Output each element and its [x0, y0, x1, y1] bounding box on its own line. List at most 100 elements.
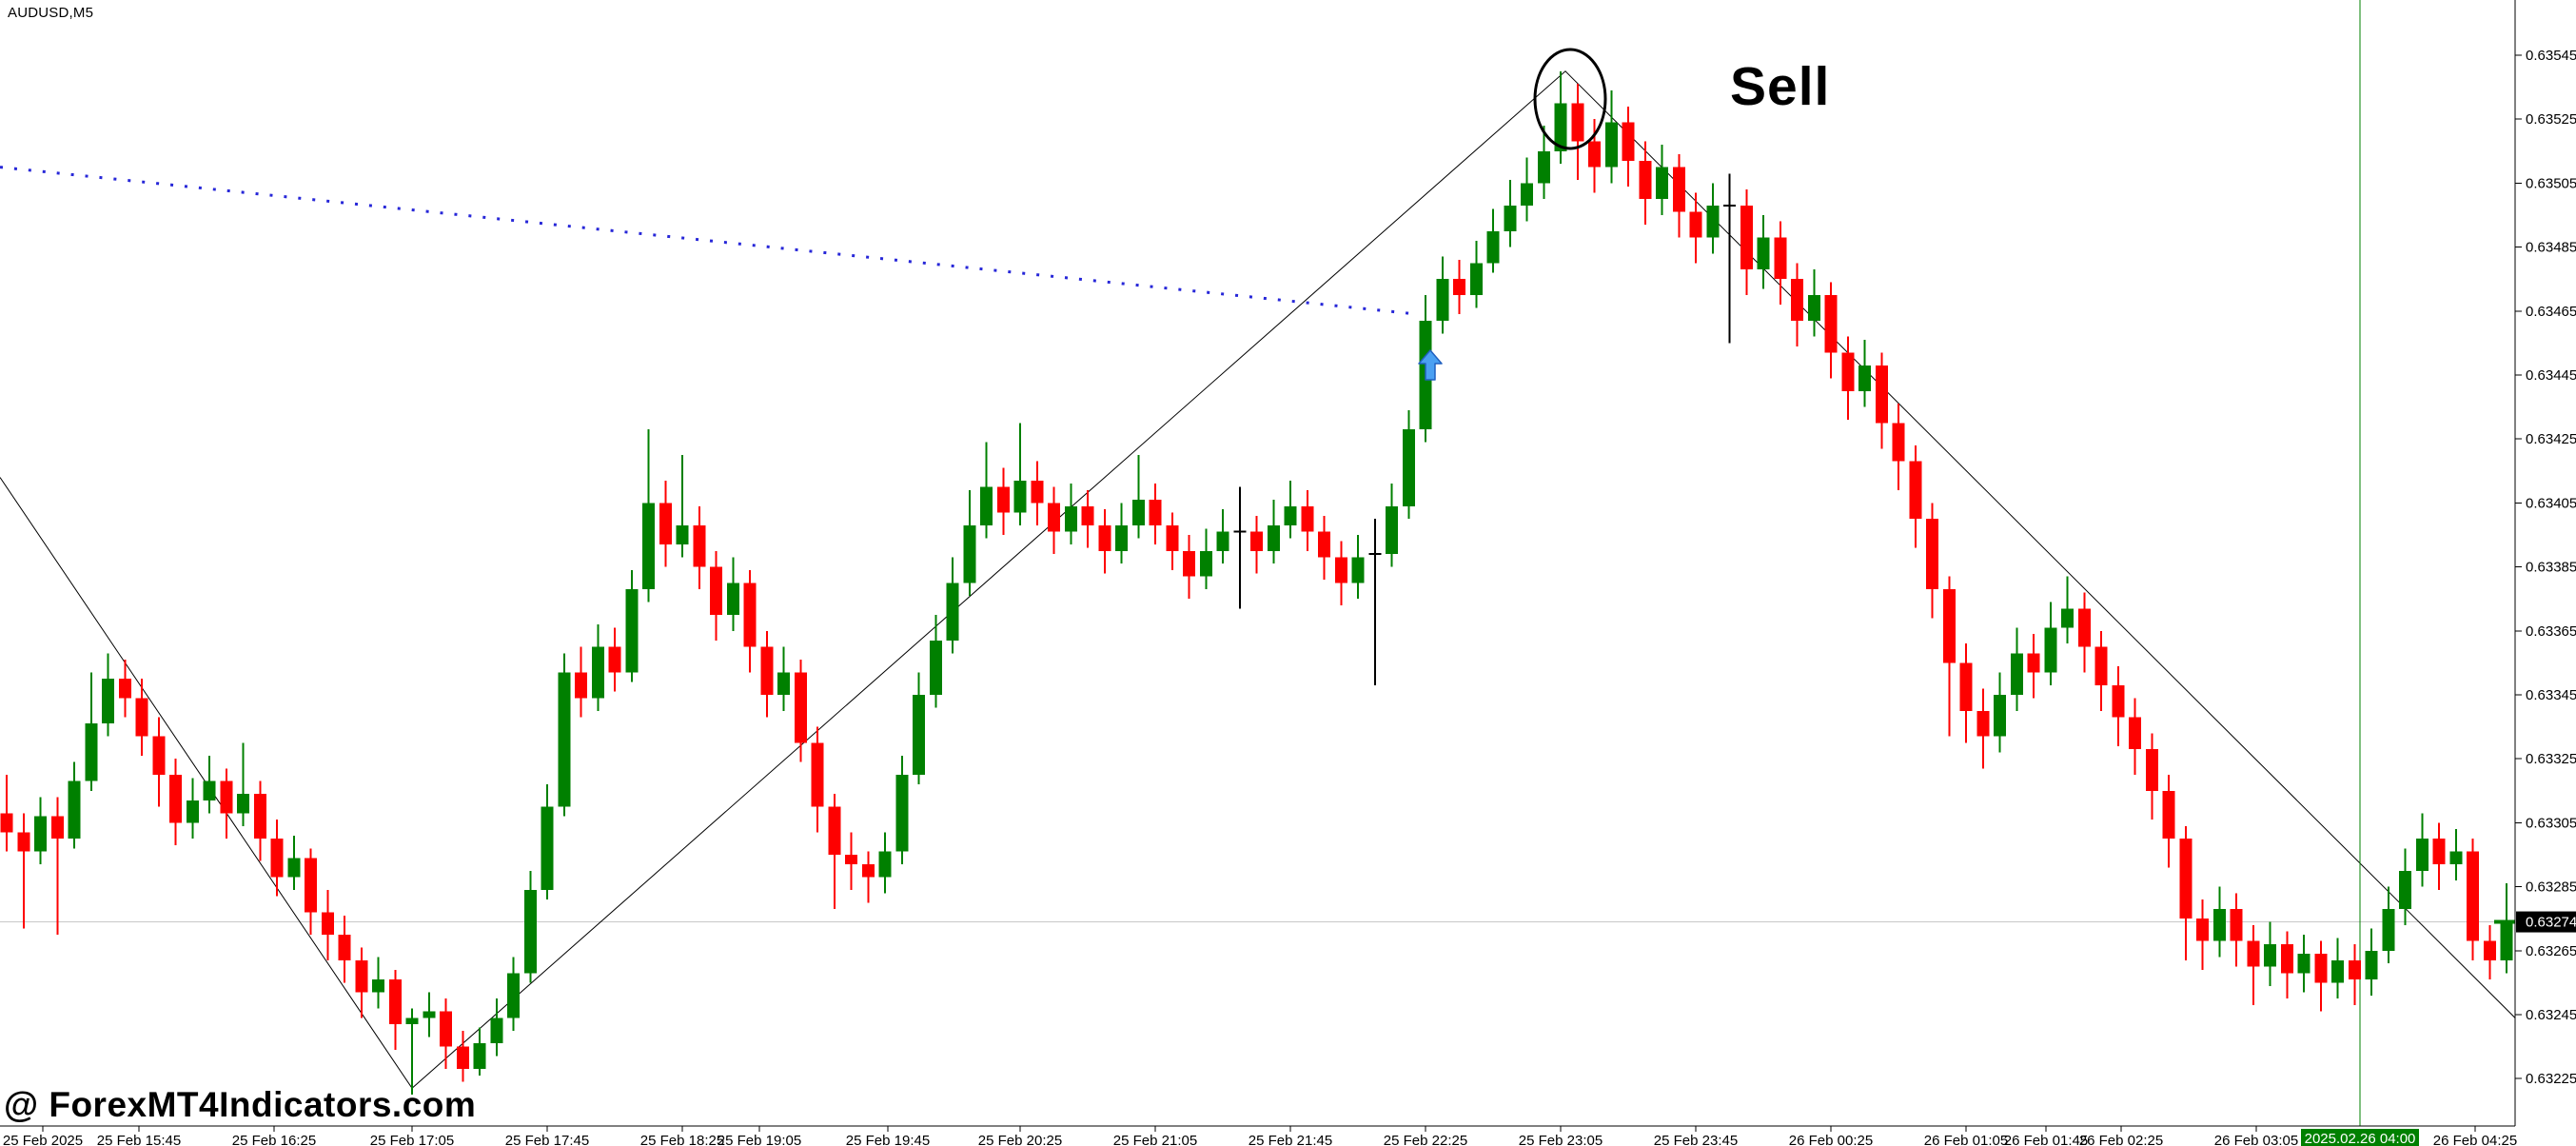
candle-body	[710, 566, 722, 615]
price-tick-label: 0.63445	[2526, 367, 2576, 384]
price-scale[interactable]: 0.63545 0.63525 0.63505 0.63485 0.63465 0.634…	[2515, 48, 2576, 1087]
candle-body	[68, 780, 81, 840]
candle-body	[777, 672, 790, 695]
peak-circle-annotation[interactable]	[1533, 48, 1607, 150]
candle-body	[388, 979, 402, 1025]
candle-body	[2348, 959, 2361, 980]
candle-body	[203, 780, 216, 800]
candle-body	[2230, 909, 2243, 941]
candle-body	[1098, 524, 1111, 551]
price-tick-label: 0.63245	[2526, 1007, 2576, 1023]
time-tick-label: 26 Feb 04:25	[2433, 1133, 2517, 1146]
candle-body	[1909, 461, 1922, 520]
candle-body	[338, 934, 351, 960]
candle-body	[1301, 505, 1314, 532]
candle-body	[1689, 211, 1702, 238]
price-tick-label: 0.63305	[2526, 815, 2576, 831]
time-tick-label: 25 Feb 19:05	[718, 1133, 801, 1146]
candle-body	[1841, 352, 1855, 391]
candle-body	[2280, 944, 2293, 974]
candle-body	[2094, 646, 2108, 685]
candle-body	[1571, 103, 1584, 142]
candle-body	[2314, 954, 2328, 983]
candle-body	[1521, 183, 1533, 206]
candle-body	[878, 851, 892, 878]
vline-time-tag	[2301, 1129, 2419, 1146]
candle-body	[2432, 839, 2446, 865]
price-tick-label: 0.63345	[2526, 687, 2576, 703]
candle-body	[845, 854, 857, 865]
time-tick-label: 25 Feb 23:45	[1654, 1133, 1738, 1146]
price-tick-label: 0.63265	[2526, 943, 2576, 959]
candle-body	[1402, 429, 1415, 506]
candle-body	[423, 1011, 436, 1018]
candle-body	[473, 1043, 486, 1070]
candle-body	[2399, 870, 2411, 910]
candle-body	[693, 524, 706, 567]
candle-body	[794, 672, 807, 743]
candle-body	[50, 816, 64, 840]
buy-arrow-icon[interactable]	[1418, 349, 1443, 381]
candle-body	[2449, 851, 2463, 865]
candle-body	[2297, 954, 2311, 974]
candle-body	[625, 589, 639, 673]
candle-body	[591, 646, 604, 699]
candle-body	[828, 806, 841, 855]
candles	[0, 70, 2513, 1095]
candle-body	[1284, 505, 1297, 525]
candle-body	[1504, 205, 1517, 231]
candle-body	[913, 694, 925, 775]
time-tick-label: 26 Feb 02:25	[2079, 1133, 2163, 1146]
candle-body	[1048, 503, 1060, 532]
candle-body	[1791, 279, 1803, 321]
price-tick-label: 0.63385	[2526, 560, 2576, 576]
candle-body	[929, 640, 942, 695]
candle-body	[85, 723, 98, 781]
candle-body	[996, 486, 1010, 513]
zigzag-line[interactable]	[0, 70, 2516, 1090]
candle-body	[237, 794, 249, 814]
dotted-trendline[interactable]	[0, 166, 1419, 316]
candle-body	[1250, 531, 1263, 551]
candle-body	[2500, 921, 2513, 960]
candle-body	[2010, 653, 2023, 695]
candle-body	[980, 486, 993, 525]
candle-body	[1604, 122, 1618, 168]
time-tick-label: 25 Feb 16:25	[232, 1133, 316, 1146]
time-tick-label: 26 Feb 03:05	[2214, 1133, 2298, 1146]
candle-body	[1013, 480, 1027, 513]
candle-body	[1537, 150, 1550, 184]
candle-body	[1942, 589, 1956, 663]
vline-time-tag-text: 2025.02.26 04:00	[2305, 1131, 2416, 1146]
candle-body	[2331, 959, 2344, 983]
candle-body	[1131, 500, 1145, 525]
candle-body	[507, 973, 520, 1018]
time-tick-label: 26 Feb 01:45	[2004, 1133, 2088, 1146]
candle-body	[1267, 524, 1280, 551]
time-scale[interactable]: 25 Feb 2025 25 Feb 15:45 25 Feb 16:25 25 Fe…	[3, 1126, 2517, 1146]
candle-body	[2061, 608, 2074, 628]
candle-body	[2196, 919, 2209, 941]
candle-body	[659, 503, 672, 545]
candle-body	[0, 813, 13, 833]
candle-body	[1199, 550, 1212, 577]
candle-body	[1672, 167, 1685, 212]
price-tick-label: 0.63225	[2526, 1071, 2576, 1087]
candle-body	[1656, 167, 1668, 200]
candle-body	[2382, 909, 2395, 951]
candle-body	[1386, 505, 1398, 555]
candle-body	[135, 698, 148, 737]
candle-body	[34, 816, 47, 852]
time-tick-label: 25 Feb 21:05	[1113, 1133, 1197, 1146]
candle-body	[1622, 122, 1635, 161]
candle-body	[2044, 627, 2057, 673]
candle-body	[2264, 944, 2276, 967]
candle-body	[1959, 662, 1973, 711]
candle-body	[1858, 365, 1871, 391]
watermark-text: @ ForexMT4Indicators.com	[4, 1085, 477, 1124]
candle-body	[642, 503, 655, 590]
candle-body	[743, 583, 757, 647]
candle-body	[1774, 237, 1787, 280]
